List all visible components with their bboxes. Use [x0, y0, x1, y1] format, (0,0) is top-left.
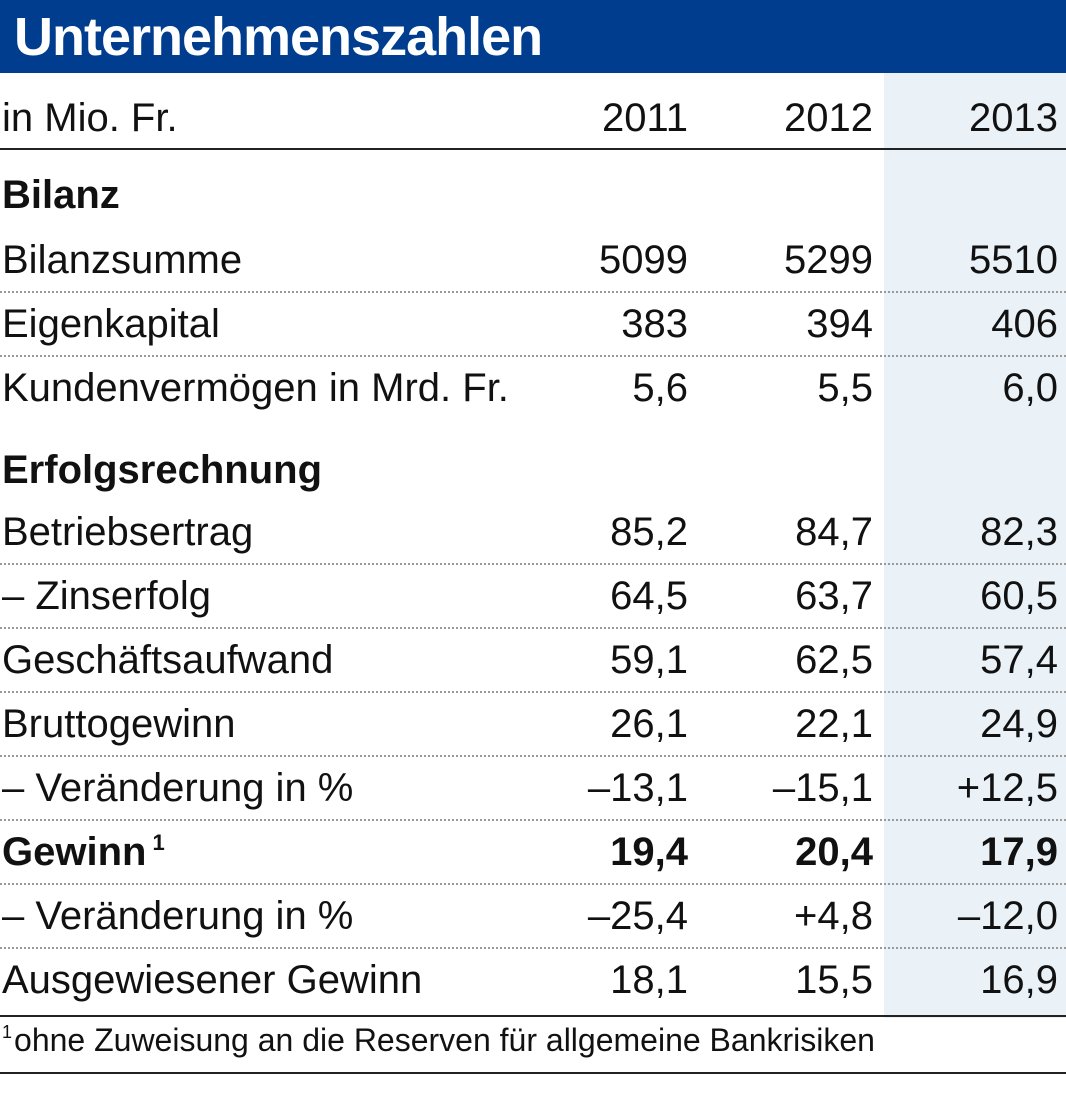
table-row: Geschäftsaufwand 59,1 62,5 57,4 [0, 638, 1066, 693]
year-header-2012: 2012 [784, 96, 873, 140]
table-row: Betriebsertrag 85,2 84,7 82,3 [0, 510, 1066, 565]
section-heading-row: Bilanz [0, 173, 1066, 223]
footnote-text: ohne Zuweisung an die Reserven für allge… [14, 1022, 875, 1058]
row-label: Bruttogewinn [2, 702, 236, 746]
row-label: Betriebsertrag [2, 510, 254, 554]
row-label: Bilanzsumme [2, 238, 243, 282]
value-2012: 15,5 [795, 958, 873, 1002]
value-2011: 19,4 [610, 830, 688, 874]
value-2013: –12,0 [957, 894, 1058, 938]
value-2013: 60,5 [980, 574, 1058, 618]
value-2013: 406 [991, 302, 1058, 346]
column-header-row: in Mio. Fr. 2011 2012 2013 [0, 96, 1066, 150]
footnote-mark: 1 [152, 830, 165, 855]
value-2013: 24,9 [980, 702, 1058, 746]
row-label: Gewinn 1 [2, 830, 165, 875]
value-2011: 26,1 [610, 702, 688, 746]
table-row: Ausgewiesener Gewinn 18,1 15,5 16,9 [0, 958, 1066, 1017]
footnote: 1ohne Zuweisung an die Reserven für allg… [2, 1022, 875, 1059]
value-2013: 16,9 [980, 958, 1058, 1002]
section-heading-row: Erfolgsrechnung [0, 448, 1066, 498]
row-label: Eigenkapital [2, 302, 220, 346]
title-bar: Unternehmenszahlen [0, 0, 1066, 73]
unit-label: in Mio. Fr. [2, 96, 178, 140]
section-heading-bilanz: Bilanz [2, 173, 120, 217]
value-2013: 82,3 [980, 510, 1058, 554]
table-row-gewinn: Gewinn 1 19,4 20,4 17,9 [0, 830, 1066, 885]
value-2012: 5,5 [817, 366, 873, 410]
row-label: – Veränderung in % [2, 766, 354, 810]
table-row: Kundenvermögen in Mrd. Fr. 5,6 5,5 6,0 [0, 366, 1066, 419]
year-header-2011: 2011 [601, 96, 688, 140]
row-label: – Veränderung in % [2, 894, 354, 938]
table-row: Bruttogewinn 26,1 22,1 24,9 [0, 702, 1066, 757]
value-2011: –25,4 [587, 894, 688, 938]
year-header-2013: 2013 [969, 96, 1058, 140]
value-2012: 22,1 [795, 702, 873, 746]
value-2011: 5099 [599, 238, 688, 282]
value-2011: 64,5 [610, 574, 688, 618]
table-row: – Zinserfolg 64,5 63,7 60,5 [0, 574, 1066, 629]
table-title: Unternehmenszahlen [14, 7, 543, 67]
value-2012: –15,1 [772, 766, 873, 810]
row-label: Ausgewiesener Gewinn [2, 958, 423, 1002]
value-2012: 84,7 [795, 510, 873, 554]
table-row: – Veränderung in % –13,1 –15,1 +12,5 [0, 766, 1066, 821]
value-2012: 394 [806, 302, 873, 346]
bottom-rule [0, 1072, 1066, 1074]
table-row: Eigenkapital 383 394 406 [0, 302, 1066, 357]
value-2012: 20,4 [795, 830, 873, 874]
value-2012: 63,7 [795, 574, 873, 618]
value-2011: –13,1 [587, 766, 688, 810]
value-2011: 5,6 [632, 366, 688, 410]
value-2012: 62,5 [795, 638, 873, 682]
value-2011: 85,2 [610, 510, 688, 554]
value-2011: 383 [621, 302, 688, 346]
row-label: – Zinserfolg [2, 574, 211, 618]
table-row: – Veränderung in % –25,4 +4,8 –12,0 [0, 894, 1066, 949]
section-heading-erfolgsrechnung: Erfolgsrechnung [2, 448, 323, 492]
gewinn-label: Gewinn [2, 830, 147, 874]
value-2011: 59,1 [610, 638, 688, 682]
row-label: Geschäftsaufwand [2, 638, 334, 682]
value-2012: 5299 [784, 238, 873, 282]
value-2013: 5510 [969, 238, 1058, 282]
highlight-column-2013 [884, 73, 1066, 1018]
table-row: Bilanzsumme 5099 5299 5510 [0, 238, 1066, 293]
value-2013: +12,5 [956, 766, 1058, 810]
value-2013: 57,4 [980, 638, 1058, 682]
row-label: Kundenvermögen in Mrd. Fr. [2, 366, 509, 410]
value-2013: 17,9 [980, 830, 1058, 874]
value-2012: +4,8 [794, 894, 873, 938]
value-2011: 18,1 [610, 958, 688, 1002]
footnote-number: 1 [2, 1022, 13, 1042]
value-2013: 6,0 [1002, 366, 1058, 410]
